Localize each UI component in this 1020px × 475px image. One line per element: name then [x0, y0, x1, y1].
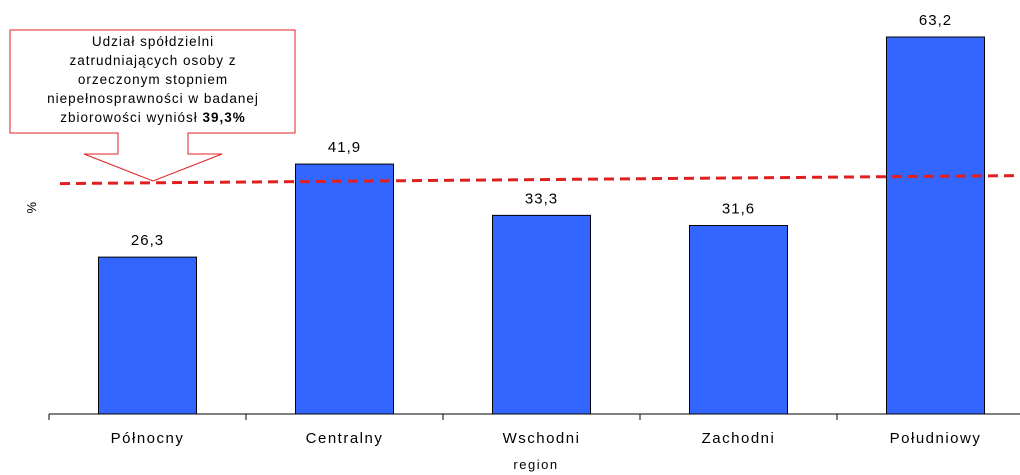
category-label: Północny: [111, 430, 185, 447]
callout-line-5-text: zbiorowości wyniósł: [60, 110, 198, 125]
reference-line: [59, 174, 1020, 186]
bar: [886, 36, 985, 415]
category-label: Południowy: [890, 430, 982, 447]
callout-box: [9, 29, 296, 182]
bar: [689, 225, 788, 415]
value-labels: 26,3 41,9 33,3 31,6 63,2: [131, 12, 952, 249]
bar: [492, 214, 591, 415]
bar-value-label: 31,6: [722, 201, 755, 218]
callout-line-5-bold: 39,3%: [203, 110, 246, 125]
category-labels: Północny Centralny Wschodni Zachodni Południ…: [111, 430, 982, 447]
bar-value-label: 26,3: [131, 232, 164, 249]
bar: [295, 163, 394, 415]
callout-line-5: zbiorowości wyniósł 39,3%: [60, 110, 246, 125]
category-label: Zachodni: [702, 430, 776, 447]
callout-line-4: niepełnosprawności w badanej: [47, 91, 259, 106]
x-axis-title: region: [513, 457, 558, 472]
callout-line-3: orzeczonym stopniem: [78, 72, 228, 87]
x-axis-ticks: [48, 414, 838, 420]
bars: [98, 36, 985, 415]
bar-value-label: 63,2: [919, 12, 952, 29]
bar-value-label: 41,9: [328, 139, 361, 156]
callout-line-2: zatrudniających osoby z: [69, 53, 236, 68]
callout-line-1: Udział spółdzielni: [92, 34, 214, 49]
axes: [48, 413, 1020, 420]
category-label: Centralny: [306, 430, 384, 447]
bar-value-label: 33,3: [525, 190, 558, 207]
annotation-callout: Udział spółdzielni zatrudniających osoby…: [9, 29, 296, 182]
category-label: Wschodni: [503, 430, 581, 447]
y-axis-title: %: [24, 200, 39, 213]
bar: [98, 256, 197, 415]
